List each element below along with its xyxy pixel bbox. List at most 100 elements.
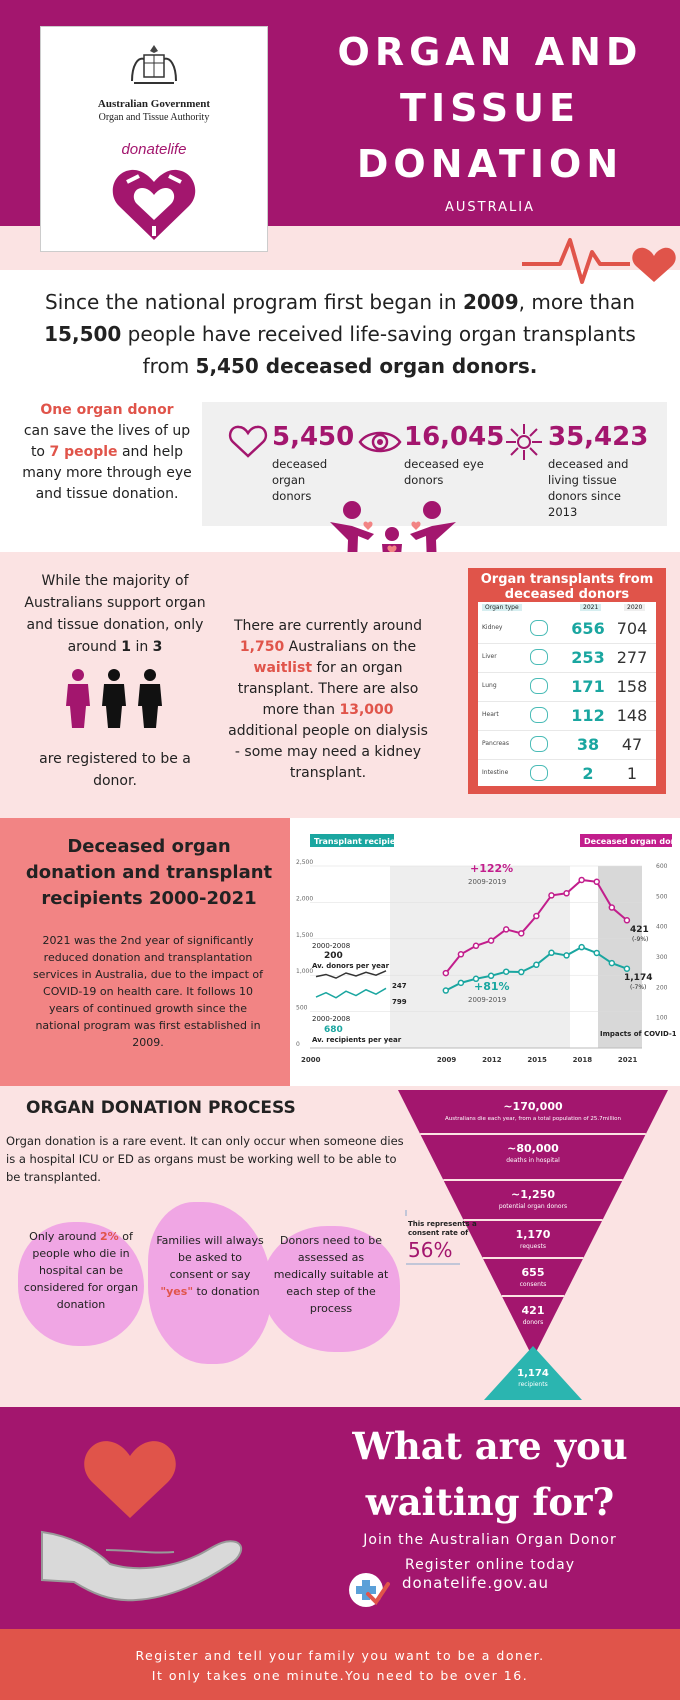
stat-label-organ-donors: deceased organ donors [272,457,328,503]
avg-recipients-value: 680 [324,1025,343,1035]
title-line-1: ORGAN AND [337,30,643,74]
right-tick-label: 300 [656,954,668,961]
pancreas-icon [530,736,548,752]
left-axis-tag [310,834,394,847]
left-tick-label: 1,500 [296,932,313,939]
funnel-label: requests [520,1243,546,1250]
table-cell-2021: 656 [571,619,605,638]
right-tick-label: 100 [656,1015,668,1022]
waitlist-text: There are currently around 1,750 Austral… [228,618,428,781]
stat-value-organ-donors: 5,450 [272,422,355,452]
recipients-triangle [484,1346,582,1400]
start-donors-label: 247 [392,982,407,990]
register-check-icon [349,1573,390,1607]
tissue-icon [506,424,542,460]
blob-3 [262,1226,400,1352]
data-point-donors [502,968,510,975]
donatelife-heart-logo-icon [112,169,196,240]
transplant-table-title: Organ transplants from deceased donors [480,572,654,602]
table-cell-organ: Pancreas [482,740,509,747]
kidney-icon [530,620,548,636]
x-tick-label: 2012 [482,1056,502,1064]
footer-text: Register and tell your family you want t… [135,1648,545,1683]
funnel-label: donors [523,1319,544,1326]
heartbeat-icon [522,238,676,284]
table-row: Heart 112 148 [478,701,656,731]
gov-name: Australian Government [97,98,211,110]
table-header-2020: 2020 [624,604,646,611]
funnel-label: Australians die each year, from a total … [445,1116,621,1122]
data-point-donors [518,968,525,976]
blob-1-text: Only around 2% of people who die in hosp… [23,1230,139,1311]
blob-2 [148,1202,272,1364]
data-point-donors [533,961,540,969]
liver-icon [530,649,548,665]
left-tick-label: 500 [296,1005,308,1012]
process-title: ORGAN DONATION PROCESS [26,1098,296,1118]
logo-panel: Australian Government Organ and Tissue A… [40,26,268,252]
avg-donors-line [315,970,387,979]
majority-text: While the majority of Australians suppor… [24,573,206,655]
donatelife-link[interactable]: donatelife.gov.au [402,1574,549,1592]
data-point-recipients [608,904,616,911]
avg-recipients-line [315,987,387,999]
data-point-recipients [578,876,585,884]
donatelife-brand: donatelife [121,141,187,158]
table-cell-2020: 148 [616,706,648,725]
intestine-icon [530,765,548,781]
covid-label: Impacts of COVID-19 [600,1030,676,1038]
table-cell-organ: Heart [482,711,499,718]
data-point-recipients [563,890,570,897]
data-point-donors [578,943,585,951]
funnel-value: ~1,250 [511,1188,555,1201]
right-tick-label: 500 [656,893,668,900]
data-point-recipients [442,969,450,977]
start-recipients-label: 799 [392,998,407,1006]
stat-value-tissue-donors: 35,423 [548,422,649,452]
cta-title: What are you waiting for? [352,1424,628,1524]
data-point-donors [442,987,450,994]
left-tick-label: 0 [296,1041,300,1048]
table-cell-2020: 158 [616,677,648,696]
funnel-label: potential organ donors [499,1203,567,1210]
growth-period-shade [390,866,570,1048]
table-row: Intestine 2 1 [478,759,656,789]
title-line-3: DONATION [356,142,624,186]
table-row: Lung 171 158 [478,672,656,702]
blob-3-text: Donors need to be assessed as medically … [273,1234,389,1315]
recipients-label: recipients [518,1381,547,1388]
donation-funnel: ~170,000 Australians die each year, from … [398,1090,668,1400]
table-cell-2020: 1 [626,764,638,783]
end-donors-change: (-9%) [632,936,648,943]
donors-growth: +81% [474,980,510,993]
recipients-growth: +122% [470,862,513,875]
table-row: Pancreas 38 47 [478,730,656,760]
trend-title: Deceased organ donation and transplant r… [25,836,273,909]
title-line-2: TISSUE [400,86,580,130]
avg-recipients-period: 2000-2008 [312,1015,350,1023]
transplant-table: Organ type 2021 2020 Kidney 656 704 Live… [478,602,656,786]
table-row: Liver 253 277 [478,643,656,673]
coat-of-arms-icon [131,45,177,84]
x-tick-label: 2009 [437,1056,457,1064]
trend-band [0,818,290,1086]
data-point-recipients [548,892,555,899]
data-point-donors [608,959,616,967]
funnel-value: 421 [522,1304,545,1317]
table-cell-2021: 112 [571,706,605,725]
data-point-donors [457,979,465,987]
trend-text: 2021 was the 2nd year of significantly r… [32,934,264,1049]
cta-subtext: Join the Australian Organ Donor Register… [363,1532,617,1573]
right-tick-label: 200 [656,984,668,991]
heart-icon [228,425,268,458]
data-point-donors [548,949,555,957]
right-axis-label: Deceased organ donors [584,837,676,846]
consent-note: This represents a consent rate of [408,1220,477,1237]
trend-chart: Transplant recipients Deceased organ don… [296,834,676,1064]
table-cell-organ: Liver [482,653,497,660]
blob-2-text: Families will always be asked to consent… [156,1234,264,1298]
table-cell-2021: 2 [582,764,594,783]
one-donor-text: One organ donor can save the lives of up… [22,402,192,502]
table-cell-2020: 704 [616,619,648,638]
table-header-2021: 2021 [580,604,602,611]
